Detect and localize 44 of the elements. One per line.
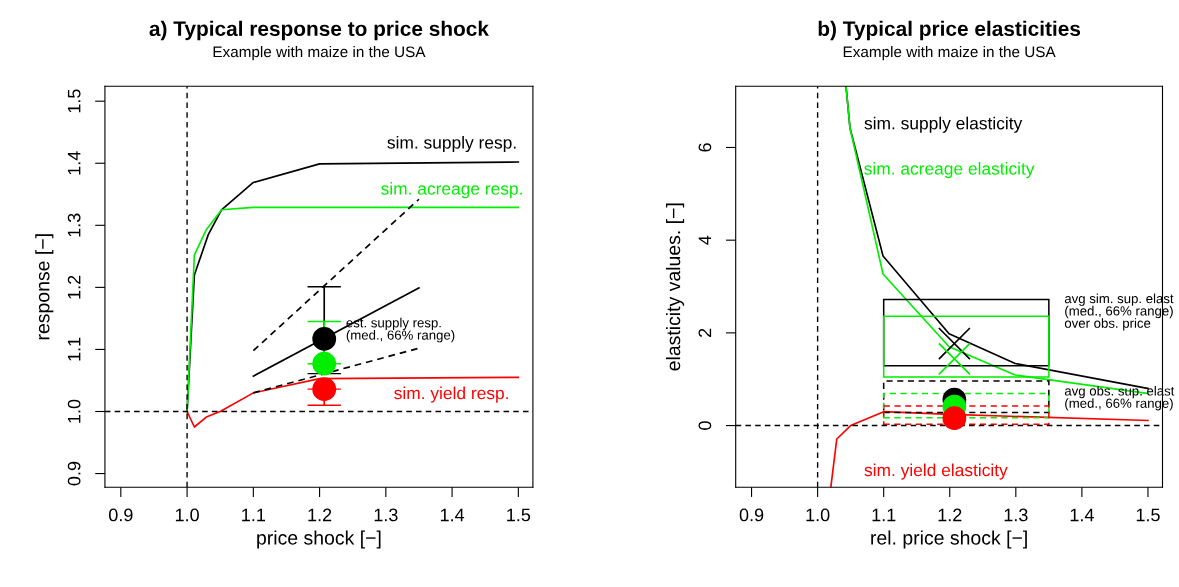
- chart-title: b) Typical price elasticities: [818, 20, 1081, 41]
- y-tick-label: 1.4: [67, 151, 81, 175]
- bar: [882, 315, 1050, 378]
- chart-title: a) Typical response to price shock: [149, 20, 489, 41]
- bar: [882, 380, 1050, 414]
- series-label: sim. supply resp.: [387, 135, 516, 153]
- x-tick-label: 1.1: [242, 508, 265, 522]
- x-tick-label: 1.2: [308, 508, 332, 522]
- y-tick-label: 0: [698, 421, 712, 430]
- y-tick-label: 0.9: [67, 461, 81, 486]
- x-tick-label: 1.2: [938, 508, 962, 522]
- y-tick-label: 1.1: [67, 337, 81, 361]
- bar: [882, 392, 1050, 419]
- y-tick-label: 6: [698, 143, 712, 152]
- series-label: sim. yield resp.: [394, 386, 508, 403]
- x-tick-label: 1.4: [1070, 508, 1094, 522]
- y-tick-label: 1.5: [67, 89, 81, 113]
- y-tick-label: 4: [698, 235, 712, 245]
- x-tick-label: 1.0: [175, 508, 199, 522]
- x-tick-label: 0.9: [108, 508, 133, 522]
- y-tick-label: 1.2: [67, 275, 81, 299]
- x-tick-label: 1.5: [507, 508, 531, 522]
- x-tick-label: 1.1: [872, 508, 896, 522]
- x-axis-title: price shock [−]: [257, 530, 381, 549]
- x-tick-label: 1.0: [806, 508, 830, 522]
- x-tick-label: 1.3: [1004, 508, 1028, 522]
- chart-subtitle: Example with maize in the USA: [843, 45, 1056, 61]
- line-series: [186, 376, 520, 428]
- series-label: sim. acreage resp.: [381, 182, 522, 199]
- series-label: sim. yield elasticity: [864, 463, 1008, 480]
- x-tick-label: 1.5: [1136, 508, 1160, 522]
- y-axis-title: elasticity values. [−]: [666, 203, 685, 371]
- x-tick-label: 1.4: [440, 508, 465, 522]
- x-axis-title: rel. price shock [−]: [871, 530, 1027, 549]
- y-tick-label: 1.0: [67, 399, 81, 423]
- x-tick-label: 1.3: [374, 508, 398, 522]
- y-tick-label: 1.3: [67, 213, 81, 237]
- line-series: [186, 206, 520, 413]
- series-label: sim. acreage elasticity: [864, 161, 1035, 179]
- y-tick-label: 2: [698, 328, 712, 337]
- series-label: sim. supply elasticity: [864, 116, 1023, 133]
- x-tick-label: 0.9: [739, 508, 764, 522]
- chart-subtitle: Example with maize in the USA: [213, 45, 426, 61]
- y-axis-title: response [−]: [35, 234, 54, 340]
